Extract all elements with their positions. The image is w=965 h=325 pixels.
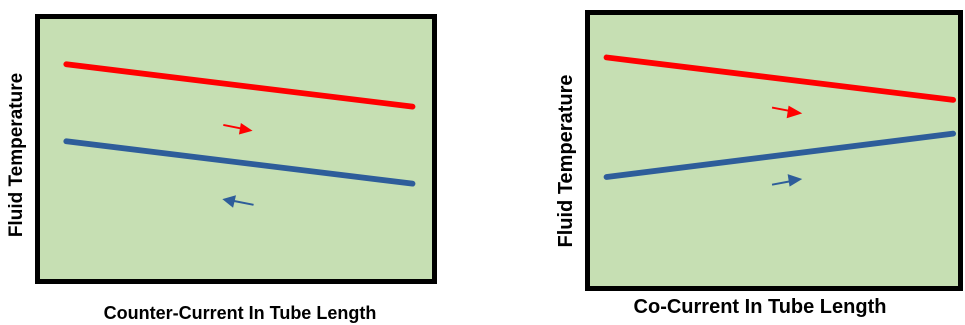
hot-fluid-line [603,54,957,103]
cold-fluid-line [603,130,957,180]
hot-flow-arrow-icon [223,123,253,135]
counter-current-plot-area [35,14,437,284]
cold-flow-arrow-icon [771,174,803,187]
co-current-plot-svg [603,54,957,187]
counter-current-x-axis-label: Counter-Current In Tube Length [103,303,377,323]
cold-fluid-line [63,138,416,187]
hot-fluid-line [63,61,416,110]
counter-current-y-axis-label: Fluid Temperature [6,72,27,238]
co-current-x-axis-label: Co-Current In Tube Length [633,296,887,318]
co-current-plot-area [585,10,963,291]
co-current-y-axis-label: Fluid Temperature [555,74,577,248]
cold-flow-arrow-icon [222,195,254,208]
hot-flow-arrow-icon [771,105,803,119]
counter-current-plot-svg [63,61,416,208]
